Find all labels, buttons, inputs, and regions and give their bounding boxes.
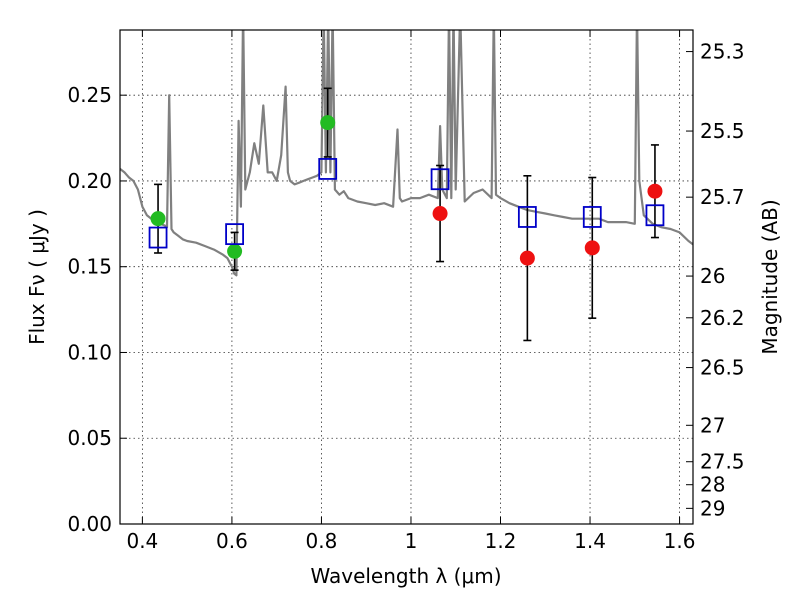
right-tick-label: 26 (700, 264, 725, 288)
model-spectrum-line (120, 30, 693, 277)
model-photometry-square (148, 226, 168, 249)
right-tick-label: 26.2 (700, 306, 745, 330)
x-tick-label: 1 (405, 529, 418, 553)
right-tick-label: 28 (700, 473, 725, 497)
right-tick-label: 25.3 (700, 40, 745, 64)
observed-data-point (647, 183, 663, 199)
observed-data-point (432, 206, 448, 222)
right-tick-label: 26.5 (700, 356, 745, 380)
model-photometry-square (225, 223, 245, 246)
observed-data-point (584, 240, 600, 256)
right-tick-label: 25.7 (700, 185, 745, 209)
ticks: 0.4 0.6 0.8 1 1.2 1.4 1.6 0.00 0.05 0.10 0.15 0.20 0… (67, 30, 745, 553)
x-tick-label: 1.4 (574, 529, 606, 553)
model-photometry-square (582, 206, 602, 228)
x-tick-label: 0.6 (216, 529, 248, 553)
right-tick-label: 29 (700, 496, 725, 520)
observed-data-point (150, 211, 166, 227)
model-photometry-square (645, 204, 665, 227)
spectrum-layer (120, 30, 693, 277)
y-tick-label: 0.05 (67, 426, 112, 450)
x-tick-label: 0.4 (126, 529, 158, 553)
observed-data-point (227, 243, 243, 259)
y-tick-label: 0.15 (67, 255, 112, 279)
x-tick-label: 0.8 (306, 529, 338, 553)
model-photometry-square (318, 158, 338, 180)
right-tick-label: 25.5 (700, 119, 745, 143)
y-axis-label: Flux Fν ( μJy ) (25, 209, 49, 345)
plot-background (120, 30, 693, 524)
right-axis-label: Magnitude (AB) (758, 199, 782, 354)
plot-frame (119, 29, 694, 525)
observed-data-point (320, 115, 336, 131)
data-marks (148, 87, 665, 342)
y-tick-label: 0.00 (67, 512, 112, 536)
right-tick-label: 27 (700, 413, 725, 437)
y-tick-label: 0.10 (67, 340, 112, 364)
y-tick-label: 0.20 (67, 169, 112, 193)
model-photometry-square (517, 206, 537, 228)
observed-data-point (519, 250, 535, 266)
y-tick-label: 0.25 (67, 83, 112, 107)
model-photometry-square (430, 168, 450, 191)
right-tick-label: 27.5 (700, 450, 745, 474)
x-axis-label: Wavelength λ (μm) (310, 564, 501, 588)
x-tick-label: 1.6 (664, 529, 696, 553)
x-tick-label: 1.2 (485, 529, 517, 553)
